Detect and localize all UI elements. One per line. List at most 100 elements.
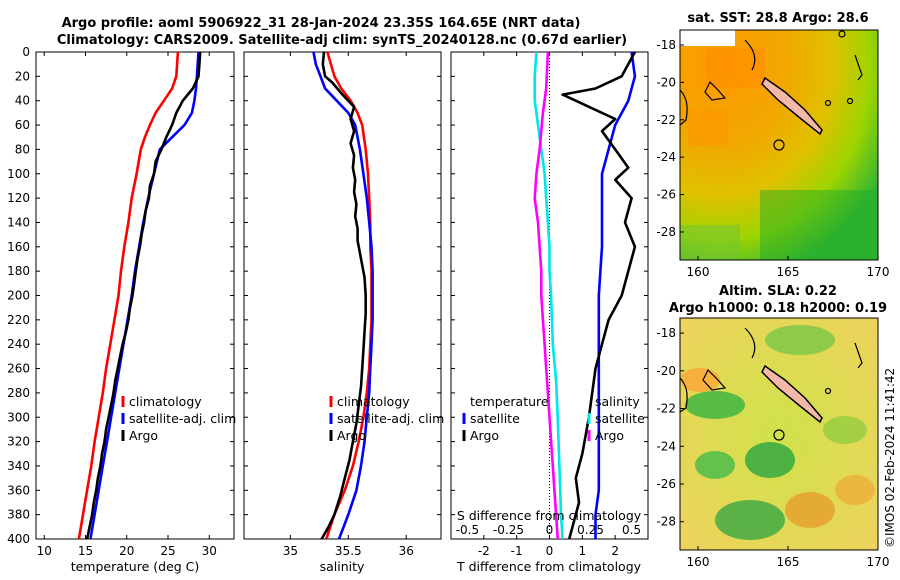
legend-climatology: climatology — [129, 394, 202, 409]
x-tick-label: 15 — [78, 544, 93, 558]
depth-tick-label: 20 — [15, 69, 30, 83]
legend-t-satellite: satellite — [470, 411, 520, 426]
map-x-tick-label: 165 — [777, 265, 800, 279]
x-tick-label: 20 — [119, 544, 134, 558]
sla-map-ticks: 160 165 170 -18 -20 -22 -24 -26 -28 — [656, 326, 889, 569]
depth-tick-label: 220 — [7, 313, 30, 327]
depth-tick-label: 40 — [15, 94, 30, 108]
sla-map-subtitle: Argo h1000: 0.18 h2000: 0.19 — [669, 301, 887, 316]
difference-legend: temperature salinity satellite Argo sate… — [462, 394, 645, 443]
temperature-xlabel: temperature (deg C) — [71, 559, 200, 574]
x-tick-labels: 10 15 20 25 30 35 35.5 36 -2 -1 0 1 2 -0.5 -0.25 0 0.25 0… — [37, 523, 642, 558]
legend-satellite: satellite-adj. clim — [337, 411, 444, 426]
depth-tick-label: 80 — [15, 142, 30, 156]
legend-argo: Argo — [337, 428, 366, 443]
depth-tick-label: 280 — [7, 386, 30, 400]
depth-tick-label: 360 — [7, 483, 30, 497]
map-x-tick-label: 170 — [867, 555, 890, 569]
series-line-climatology — [77, 51, 180, 540]
series-line-s-satellite — [533, 51, 564, 540]
temperature-axes — [35, 51, 235, 540]
map-y-tick-label: -28 — [656, 515, 676, 529]
argo-location-marker — [773, 139, 785, 151]
top-x-tick-label: -0.25 — [493, 523, 524, 537]
series-line-s-argo — [533, 51, 559, 540]
timestamp-stamp: ©IMOS 02-Feb-2024 11:41:42 — [883, 368, 897, 548]
legend-s-argo: Argo — [595, 428, 624, 443]
x-tick-label: -2 — [478, 544, 490, 558]
map-x-tick-label: 160 — [687, 265, 710, 279]
legend-satellite: satellite-adj. clim — [129, 411, 236, 426]
legend-s-satellite: satellite — [595, 411, 645, 426]
sst-map-ticks: 160 165 170 -18 -20 -22 -24 -26 -28 — [656, 38, 889, 279]
title-line-1: Argo profile: aoml 5906922_31 28-Jan-202… — [62, 16, 581, 31]
sla-map-title: Altim. SLA: 0.22 — [719, 284, 837, 299]
title-line-2: Climatology: CARS2009. Satellite-adj cli… — [57, 33, 627, 48]
depth-tick-label: 400 — [7, 532, 30, 546]
top-x-tick-label: 0 — [546, 523, 554, 537]
x-tick-label: 10 — [37, 544, 52, 558]
difference-series — [533, 51, 637, 540]
depth-tick-label: 60 — [15, 118, 30, 132]
series-line-argo — [320, 51, 368, 540]
x-tick-label: 36 — [399, 544, 414, 558]
depth-tick-label: 300 — [7, 410, 30, 424]
legend-t-argo: Argo — [470, 428, 499, 443]
sst-map-title: sat. SST: 28.8 Argo: 28.6 — [687, 11, 868, 26]
argo-location-marker — [773, 429, 785, 441]
sla-map-frame — [679, 317, 879, 551]
x-tick-label: -1 — [511, 544, 523, 558]
temperature-legend: climatology satellite-adj. clim Argo — [121, 394, 236, 443]
map-y-tick-label: -26 — [656, 477, 676, 491]
depth-tick-label: 200 — [7, 289, 30, 303]
series-line-satellite-adj-clim — [89, 51, 200, 540]
depth-tick-label: 160 — [7, 240, 30, 254]
depth-tick-label: 140 — [7, 215, 30, 229]
map-y-tick-label: -22 — [656, 113, 676, 127]
map-y-tick-label: -20 — [656, 75, 676, 89]
map-y-tick-label: -18 — [656, 38, 676, 52]
depth-tick-label: 320 — [7, 435, 30, 449]
depth-tick-label: 100 — [7, 167, 30, 181]
x-tick-label: 1 — [579, 544, 587, 558]
x-tick-label: 2 — [611, 544, 619, 558]
x-tick-label: 30 — [202, 544, 217, 558]
difference-xlabel: T difference from climatology — [456, 559, 642, 574]
axis-ticks — [36, 51, 648, 540]
legend-salinity-title: salinity — [595, 394, 640, 409]
difference-top-xlabel: S difference from climatology — [457, 508, 642, 523]
map-y-tick-label: -26 — [656, 188, 676, 202]
series-line-t-argo — [561, 51, 637, 540]
temperature-series — [77, 51, 202, 540]
legend-argo: Argo — [129, 428, 158, 443]
map-x-tick-label: 170 — [867, 265, 890, 279]
map-y-tick-label: -28 — [656, 225, 676, 239]
depth-tick-label: 0 — [22, 45, 30, 59]
depth-tick-label: 380 — [7, 508, 30, 522]
map-y-tick-label: -20 — [656, 364, 676, 378]
series-line-t-satellite — [594, 51, 637, 539]
map-y-tick-label: -18 — [656, 326, 676, 340]
salinity-legend: climatology satellite-adj. clim Argo — [329, 394, 444, 443]
map-y-tick-label: -22 — [656, 402, 676, 416]
x-tick-label: 0 — [546, 544, 554, 558]
top-x-tick-label: 0.25 — [577, 523, 604, 537]
top-x-tick-label: 0.5 — [622, 523, 641, 537]
legend-climatology: climatology — [337, 394, 410, 409]
series-line-satellite-adj-clim — [312, 51, 374, 540]
salinity-xlabel: salinity — [320, 559, 365, 574]
map-y-tick-label: -24 — [656, 150, 676, 164]
map-y-tick-label: -24 — [656, 439, 676, 453]
depth-tick-label: 180 — [7, 264, 30, 278]
x-tick-label: 35 — [283, 544, 298, 558]
map-x-tick-label: 165 — [777, 555, 800, 569]
x-tick-label: 25 — [160, 544, 175, 558]
sst-map — [680, 30, 878, 260]
depth-tick-labels: 0 20 40 60 80 100 120 140 160 180 200 220 240 260 280 3… — [7, 45, 30, 546]
legend-temperature-title: temperature — [470, 394, 549, 409]
depth-tick-label: 240 — [7, 337, 30, 351]
map-x-tick-label: 160 — [687, 555, 710, 569]
depth-tick-label: 340 — [7, 459, 30, 473]
depth-tick-label: 260 — [7, 362, 30, 376]
